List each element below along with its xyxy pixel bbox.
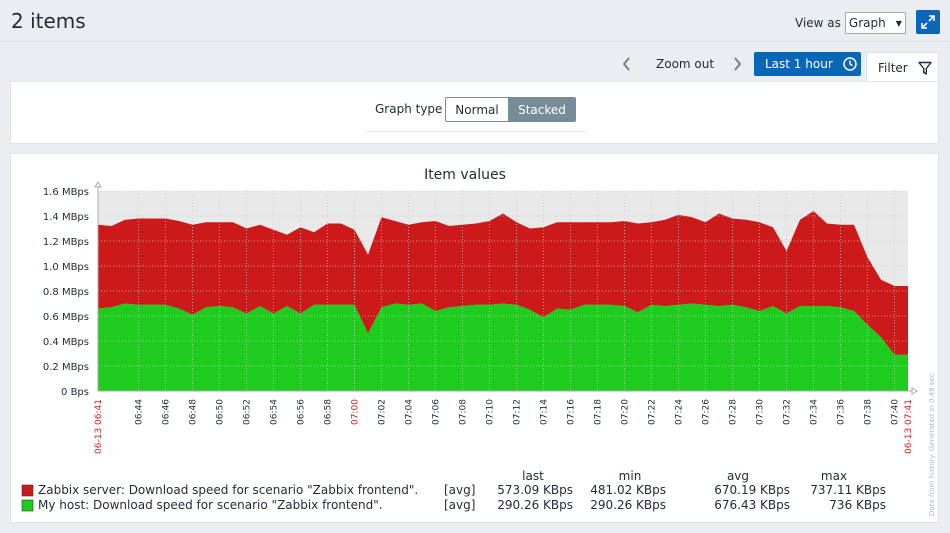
x-tick-label-end: 06-13 07:41 <box>904 399 914 454</box>
x-tick-label: 07:28 <box>729 399 739 425</box>
y-tick-label: 0 Bps <box>61 387 89 398</box>
chevron-down-icon: ▼ <box>895 18 902 28</box>
zoom-out-button[interactable]: Zoom out <box>656 57 715 71</box>
header-divider <box>0 41 950 42</box>
graph-footnote: Data from history. Generated in 0.48 sec… <box>928 371 936 516</box>
x-tick-label: 07:20 <box>621 399 631 425</box>
y-tick-label: 1.4 MBps <box>43 212 89 223</box>
legend-header: max <box>821 469 847 483</box>
y-tick-label: 1.2 MBps <box>43 237 89 248</box>
y-tick-label: 0.4 MBps <box>43 337 89 348</box>
legend-value-last: 573.09 KBps <box>497 483 573 497</box>
x-tick-label: 07:18 <box>594 399 604 425</box>
x-tick-label: 06:50 <box>216 399 226 425</box>
legend-series-name: Zabbix server: Download speed for scenar… <box>38 483 418 497</box>
x-tick-label: 06:58 <box>324 399 334 425</box>
legend-value-min: 481.02 KBps <box>590 483 666 497</box>
x-tick-label: 07:16 <box>567 399 577 425</box>
view-as-select[interactable]: Graph ▼ <box>844 12 906 34</box>
x-tick-label: 07:34 <box>810 399 820 425</box>
y-tick-label: 0.2 MBps <box>43 362 89 373</box>
view-as-label: View as <box>795 16 841 30</box>
y-tick-label: 0.6 MBps <box>43 312 89 323</box>
x-tick-label: 07:10 <box>486 399 496 425</box>
x-tick-label: 07:36 <box>837 399 847 425</box>
legend-header: last <box>522 469 544 483</box>
legend-value-max: 736 KBps <box>829 498 886 512</box>
time-period-label: Last 1 hour <box>765 57 833 71</box>
x-tick-label: 07:38 <box>864 399 874 425</box>
chevron-left-icon <box>622 57 630 71</box>
y-tick-label: 1.6 MBps <box>43 187 89 198</box>
legend-swatch <box>21 484 34 497</box>
legend-header: avg <box>727 469 749 483</box>
x-tick-label: 06:48 <box>189 399 199 425</box>
fullscreen-button[interactable] <box>916 10 940 34</box>
x-tick-label: 07:02 <box>378 399 388 425</box>
view-as-control: View as Graph ▼ <box>795 12 906 34</box>
legend-value-last: 290.26 KBps <box>497 498 573 512</box>
graph-type-normal-button[interactable]: Normal <box>445 97 509 122</box>
x-tick-label: 07:30 <box>756 399 766 425</box>
graph-panel: Item values 0 Bps 0.2 MBps 0.4 MBps 0.6 MBp… <box>10 153 939 523</box>
chart-title: Item values <box>424 167 506 183</box>
y-tick-label: 1.0 MBps <box>43 262 89 273</box>
x-tick-label-hour: 07:00 <box>351 399 361 425</box>
chevron-right-icon <box>734 57 742 71</box>
x-tick-label: 07:26 <box>702 399 712 425</box>
item-values-graph: Item values 0 Bps 0.2 MBps 0.4 MBps 0.6 MBp… <box>21 167 936 516</box>
graph-type-stacked-button[interactable]: Stacked <box>508 97 576 122</box>
x-tick-label: 07:24 <box>675 399 685 425</box>
x-tick-label: 06:56 <box>297 399 307 425</box>
x-tick-label: 07:12 <box>513 399 523 425</box>
legend-value-avg: 670.19 KBps <box>714 483 790 497</box>
x-tick-label: 07:06 <box>432 399 442 425</box>
legend-swatch <box>21 499 34 512</box>
x-tick-label: 06:46 <box>162 399 172 425</box>
x-tick-label: 07:22 <box>648 399 658 425</box>
x-tick-label: 06:54 <box>270 399 280 425</box>
legend-value-min: 290.26 KBps <box>590 498 666 512</box>
x-tick-label-start: 06-13 06:41 <box>94 399 104 454</box>
legend-func: [avg] <box>444 483 475 497</box>
x-tick-label: 07:08 <box>459 399 469 425</box>
legend-func: [avg] <box>444 498 475 512</box>
x-tick-label: 07:14 <box>540 399 550 425</box>
legend-value-max: 737.11 KBps <box>810 483 886 497</box>
expand-icon <box>921 15 935 29</box>
graph-type-label: Graph type <box>375 102 443 116</box>
x-tick-label: 07:04 <box>405 399 415 425</box>
clock-icon <box>843 57 857 71</box>
x-tick-label: 06:44 <box>135 399 145 425</box>
page-title: 2 items <box>11 9 86 33</box>
filter-tab[interactable]: Filter <box>866 52 939 82</box>
series-area <box>98 303 908 391</box>
legend-series-name: My host: Download speed for scenario "Za… <box>38 498 383 512</box>
filter-panel <box>10 81 939 144</box>
time-period-button[interactable]: Last 1 hour <box>754 52 861 76</box>
y-axis-arrow <box>94 181 102 188</box>
filter-divider <box>366 131 586 132</box>
x-tick-label: 06:52 <box>243 399 253 425</box>
y-tick-label: 0.8 MBps <box>43 287 89 298</box>
legend-header: min <box>619 469 642 483</box>
view-as-value: Graph <box>848 16 886 30</box>
legend-value-avg: 676.43 KBps <box>714 498 790 512</box>
x-tick-label: 07:40 <box>891 399 901 425</box>
x-axis-arrow <box>911 387 918 395</box>
previous-period-button[interactable] <box>617 53 637 75</box>
x-tick-label: 07:32 <box>783 399 793 425</box>
next-period-button[interactable] <box>727 53 747 75</box>
series-area <box>98 211 908 355</box>
filter-icon <box>918 61 932 75</box>
filter-tab-label: Filter <box>878 60 908 75</box>
